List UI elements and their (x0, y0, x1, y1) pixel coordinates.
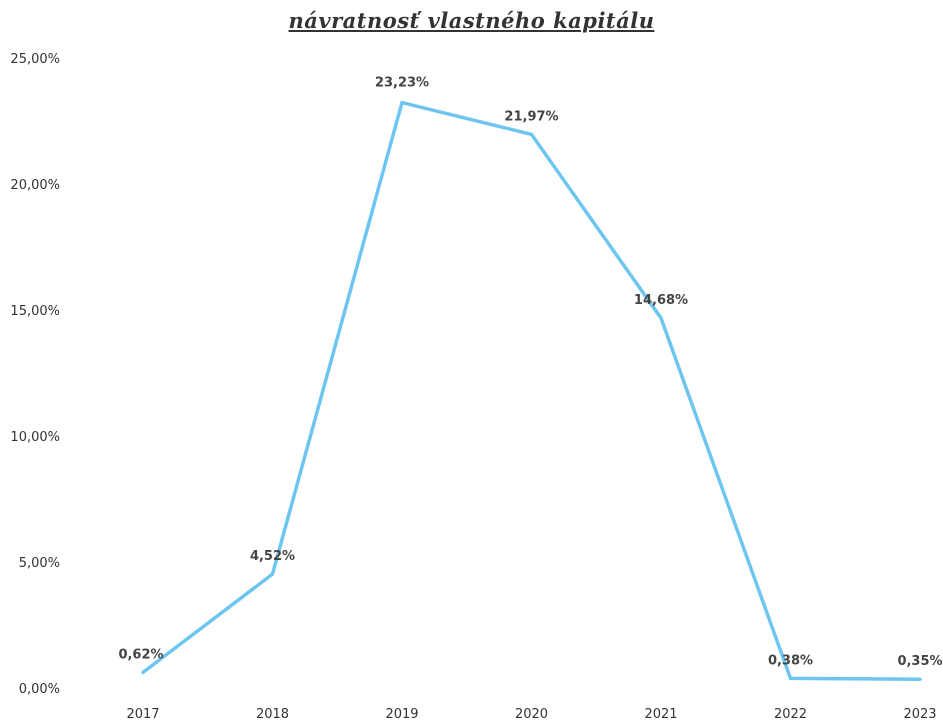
x-tick-label: 2019 (385, 707, 418, 722)
y-axis-ticks: 0,00% 5,00% 10,00% 15,00% 20,00% 25,00% (10, 52, 60, 697)
data-point (271, 572, 274, 576)
data-label: 0,35% (897, 654, 942, 669)
x-tick-label: 2017 (126, 707, 159, 722)
y-tick-label: 5,00% (19, 556, 60, 571)
x-tick-label: 2020 (515, 707, 548, 722)
y-tick-label: 25,00% (10, 52, 60, 67)
data-point (918, 677, 922, 681)
data-point (789, 676, 792, 680)
x-tick-label: 2021 (644, 707, 677, 722)
y-tick-label: 15,00% (10, 304, 60, 319)
series-layer (141, 100, 922, 681)
data-point (530, 132, 533, 136)
x-axis-ticks: 2017 2018 2019 2020 2021 2022 2023 (126, 707, 936, 722)
data-label: 0,38% (768, 653, 813, 668)
data-label: 14,68% (634, 293, 688, 308)
data-point (141, 670, 145, 674)
x-tick-label: 2018 (256, 707, 289, 722)
series-line (141, 100, 922, 681)
chart-title: návratnosť vlastného kapitálu (288, 8, 655, 33)
x-tick-label: 2022 (774, 707, 807, 722)
y-tick-label: 20,00% (10, 178, 60, 193)
data-point (659, 316, 663, 320)
data-label: 23,23% (375, 76, 429, 91)
data-label: 21,97% (504, 109, 558, 124)
x-tick-label: 2023 (903, 707, 936, 722)
data-labels: 0,62% 4,52% 23,23% 21,97% 14,68% 0,38% 0,35% (118, 76, 942, 670)
data-point (400, 101, 404, 105)
y-tick-label: 0,00% (19, 682, 60, 697)
data-label: 4,52% (250, 549, 295, 564)
y-tick-label: 10,00% (10, 430, 60, 445)
data-label: 0,62% (118, 647, 163, 662)
